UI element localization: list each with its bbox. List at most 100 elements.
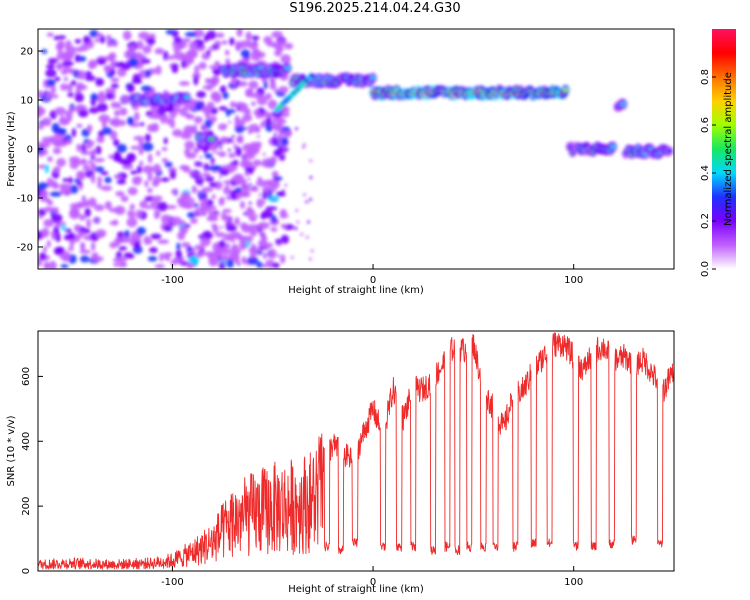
spectrogram-cell [226, 259, 234, 268]
spectrogram-cell [150, 233, 162, 240]
spectrogram-cell [110, 101, 119, 109]
spectrogram-cell [67, 83, 73, 93]
spectrogram-cell [94, 204, 105, 212]
spectrogram-cell [96, 136, 105, 144]
spectrogram-cell [46, 79, 56, 87]
spectrogram-cell [282, 193, 286, 196]
spectrogram-cell [218, 175, 222, 179]
spectrogram-cell [92, 217, 101, 223]
spectrogram-cell [45, 92, 50, 101]
spectrogram-cell [51, 213, 63, 224]
spectrogram-cell [279, 155, 285, 161]
spectrogram-cell [193, 147, 200, 154]
spectrogram-cell [208, 181, 218, 188]
spectrogram-cell [300, 232, 304, 236]
snr-frame [37, 330, 675, 572]
spectrogram-cell [251, 101, 256, 107]
spectrogram-cell [282, 130, 291, 137]
spectrogram-cell [272, 198, 276, 202]
spectrogram-cell [181, 59, 187, 69]
spectrogram-cell [41, 227, 50, 238]
spectrogram-cell [38, 123, 44, 130]
spectrogram-cell [207, 214, 217, 221]
spectrogram-cell [231, 223, 235, 227]
spectrogram-cell [248, 80, 259, 90]
spectrogram-cell [222, 197, 226, 201]
spectrogram-heat-layer [38, 29, 674, 269]
spectrogram-cell [204, 176, 215, 182]
spectrogram-cell [262, 264, 266, 268]
spectrogram-cell [304, 200, 308, 204]
spectrogram-cell [106, 34, 112, 41]
spectrogram-cell [215, 232, 226, 238]
spectrogram-cell [270, 79, 276, 87]
spectrogram-cell [272, 136, 277, 146]
spectrogram-cell [46, 240, 51, 248]
spectrogram-cell [81, 195, 87, 203]
spectrogram-cell [198, 197, 202, 201]
spectrogram-cell [241, 256, 247, 265]
spectrogram-cell [138, 147, 144, 156]
spectrogram-cell [147, 171, 153, 182]
spectrogram-cell [211, 163, 215, 167]
spectrogram-cell [60, 83, 68, 91]
spectrogram-y-ticks: -20 -10 0 10 20 [17, 47, 43, 253]
spectrogram-cell [195, 101, 202, 111]
spectrogram-cell [308, 257, 312, 261]
spectrogram-cell [244, 171, 249, 177]
spectrogram-cell [164, 118, 176, 125]
spectrogram-cell [226, 111, 231, 117]
spectrogram-cell [76, 82, 84, 91]
spectrogram-cell [271, 170, 279, 179]
spectrogram-cell [200, 191, 204, 195]
spectrogram-cell [90, 173, 96, 184]
spectrogram-cell [236, 134, 244, 144]
spectrogram-cell [43, 206, 55, 213]
spectrogram-cell [242, 235, 254, 241]
spectrogram-cell [277, 254, 280, 258]
spectrogram-cell [230, 76, 238, 86]
spectrogram-cell [195, 212, 199, 216]
spectrogram-cell [91, 252, 99, 262]
spectrogram-cell [133, 135, 145, 141]
spectrogram-cell [219, 136, 229, 143]
spectrogram-cell [46, 32, 54, 37]
spectrogram-cell [169, 169, 177, 180]
spectrogram-cell [83, 35, 91, 45]
spectrogram-cell [266, 157, 270, 161]
spectrogram-cell [206, 49, 211, 56]
spectrogram-cell [79, 171, 85, 181]
colorbar-tick-label: 0.0 [700, 261, 711, 277]
spectrogram-cell [105, 92, 114, 100]
spectrogram-cell [282, 106, 290, 112]
spectrogram-cell [173, 45, 181, 53]
colorbar-tick-label: 0.6 [700, 117, 711, 133]
spectrogram-cell [268, 248, 277, 259]
spectrogram-cell [132, 176, 143, 181]
spectrogram-cell [78, 109, 89, 118]
spectrogram-cell [229, 247, 242, 255]
spectrogram-cell [79, 255, 90, 263]
spectrogram-cell [148, 238, 153, 245]
spectrogram-cell [211, 194, 216, 200]
y-tick-label: -10 [17, 193, 33, 204]
spectrogram-cell [213, 70, 221, 76]
spectrogram-cell [126, 217, 138, 228]
x-tick-label: 0 [370, 275, 376, 286]
spectrogram-cell [179, 225, 189, 235]
spectrogram-cell [44, 164, 49, 174]
spectrogram-cell [180, 195, 192, 204]
spectrogram-cell [69, 184, 79, 194]
colorbar-tick-label: 0.8 [700, 69, 711, 85]
spectrogram-cell [160, 177, 170, 182]
spectrogram-cell [199, 206, 203, 210]
spectrogram-cell [126, 84, 135, 93]
spectrogram-cell [242, 183, 250, 193]
spectrogram-cell [45, 68, 57, 78]
spectrogram-cell [235, 146, 242, 157]
spectrogram-cell [164, 161, 173, 168]
spectrogram-cell [276, 120, 282, 130]
spectrogram-cell [62, 61, 74, 67]
spectrogram-cell [171, 63, 179, 74]
